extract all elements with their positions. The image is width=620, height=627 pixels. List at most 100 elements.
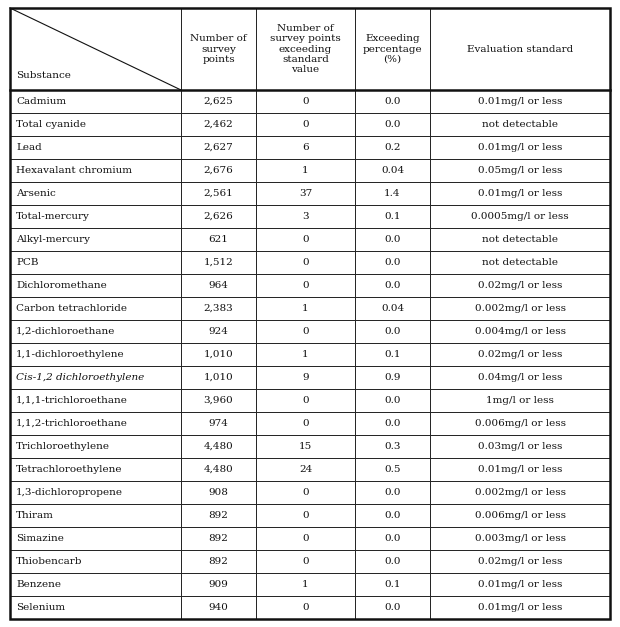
Bar xyxy=(181,136,256,159)
Bar xyxy=(181,366,256,389)
Bar xyxy=(256,389,355,412)
Text: 1: 1 xyxy=(302,350,309,359)
Bar xyxy=(10,550,181,573)
Text: 3,960: 3,960 xyxy=(203,396,233,405)
Text: 0.01mg/l or less: 0.01mg/l or less xyxy=(478,97,562,106)
Text: 2,626: 2,626 xyxy=(203,212,233,221)
Bar xyxy=(181,297,256,320)
Bar xyxy=(355,366,430,389)
Bar xyxy=(430,573,610,596)
Bar xyxy=(10,8,181,90)
Bar xyxy=(355,389,430,412)
Text: 2,676: 2,676 xyxy=(203,166,233,175)
Bar xyxy=(355,458,430,481)
Bar xyxy=(256,527,355,550)
Text: 1.4: 1.4 xyxy=(384,189,401,198)
Bar xyxy=(430,504,610,527)
Bar xyxy=(256,90,355,113)
Text: 0.04: 0.04 xyxy=(381,166,404,175)
Bar xyxy=(256,136,355,159)
Bar xyxy=(430,297,610,320)
Text: 0.01mg/l or less: 0.01mg/l or less xyxy=(478,189,562,198)
Bar xyxy=(10,504,181,527)
Bar xyxy=(430,205,610,228)
Text: 0.3: 0.3 xyxy=(384,442,401,451)
Bar xyxy=(256,320,355,343)
Text: 0: 0 xyxy=(302,511,309,520)
Bar xyxy=(181,251,256,274)
Text: 1: 1 xyxy=(302,580,309,589)
Text: 1,512: 1,512 xyxy=(203,258,233,267)
Text: 1,010: 1,010 xyxy=(203,373,233,382)
Bar xyxy=(355,412,430,435)
Text: 0.0: 0.0 xyxy=(384,419,401,428)
Text: 0.9: 0.9 xyxy=(384,373,401,382)
Text: 892: 892 xyxy=(208,511,228,520)
Text: 0.0: 0.0 xyxy=(384,258,401,267)
Text: 0: 0 xyxy=(302,396,309,405)
Text: 0.2: 0.2 xyxy=(384,143,401,152)
Bar xyxy=(355,8,430,90)
Text: 1,2-dichloroethane: 1,2-dichloroethane xyxy=(16,327,115,336)
Text: 1,010: 1,010 xyxy=(203,350,233,359)
Bar xyxy=(10,90,181,113)
Text: 4,480: 4,480 xyxy=(203,465,233,474)
Bar xyxy=(10,412,181,435)
Bar xyxy=(181,182,256,205)
Text: not detectable: not detectable xyxy=(482,235,558,244)
Text: Alkyl-mercury: Alkyl-mercury xyxy=(16,235,90,244)
Text: 2,627: 2,627 xyxy=(203,143,233,152)
Bar xyxy=(181,527,256,550)
Bar xyxy=(355,343,430,366)
Bar xyxy=(256,458,355,481)
Bar xyxy=(355,228,430,251)
Bar xyxy=(355,297,430,320)
Bar xyxy=(10,596,181,619)
Bar xyxy=(430,343,610,366)
Bar xyxy=(430,596,610,619)
Bar xyxy=(355,504,430,527)
Bar xyxy=(256,274,355,297)
Bar xyxy=(430,320,610,343)
Bar xyxy=(10,113,181,136)
Bar xyxy=(430,366,610,389)
Text: Simazine: Simazine xyxy=(16,534,64,543)
Bar xyxy=(355,481,430,504)
Bar xyxy=(256,113,355,136)
Bar xyxy=(256,481,355,504)
Text: 0.006mg/l or less: 0.006mg/l or less xyxy=(474,419,565,428)
Text: 974: 974 xyxy=(208,419,228,428)
Text: 0.04mg/l or less: 0.04mg/l or less xyxy=(478,373,562,382)
Bar xyxy=(355,182,430,205)
Text: 1: 1 xyxy=(302,166,309,175)
Text: 0.002mg/l or less: 0.002mg/l or less xyxy=(474,304,565,313)
Bar xyxy=(355,274,430,297)
Text: 0.0: 0.0 xyxy=(384,235,401,244)
Text: 1: 1 xyxy=(302,304,309,313)
Text: 0: 0 xyxy=(302,258,309,267)
Text: 0.1: 0.1 xyxy=(384,580,401,589)
Text: 2,625: 2,625 xyxy=(203,97,233,106)
Text: Dichloromethane: Dichloromethane xyxy=(16,281,107,290)
Text: 1,1,1-trichloroethane: 1,1,1-trichloroethane xyxy=(16,396,128,405)
Bar xyxy=(256,205,355,228)
Text: 908: 908 xyxy=(208,488,228,497)
Text: 0.0: 0.0 xyxy=(384,327,401,336)
Text: Thiobencarb: Thiobencarb xyxy=(16,557,82,566)
Bar xyxy=(430,182,610,205)
Bar xyxy=(430,8,610,90)
Text: Cadmium: Cadmium xyxy=(16,97,66,106)
Bar xyxy=(10,228,181,251)
Text: 0: 0 xyxy=(302,534,309,543)
Text: 37: 37 xyxy=(299,189,312,198)
Bar xyxy=(181,90,256,113)
Text: 0.01mg/l or less: 0.01mg/l or less xyxy=(478,143,562,152)
Text: 1,3-dichloropropene: 1,3-dichloropropene xyxy=(16,488,123,497)
Bar xyxy=(256,573,355,596)
Text: 0.0: 0.0 xyxy=(384,488,401,497)
Bar xyxy=(181,435,256,458)
Bar xyxy=(10,159,181,182)
Text: 0.0: 0.0 xyxy=(384,511,401,520)
Bar xyxy=(181,205,256,228)
Text: 0.04: 0.04 xyxy=(381,304,404,313)
